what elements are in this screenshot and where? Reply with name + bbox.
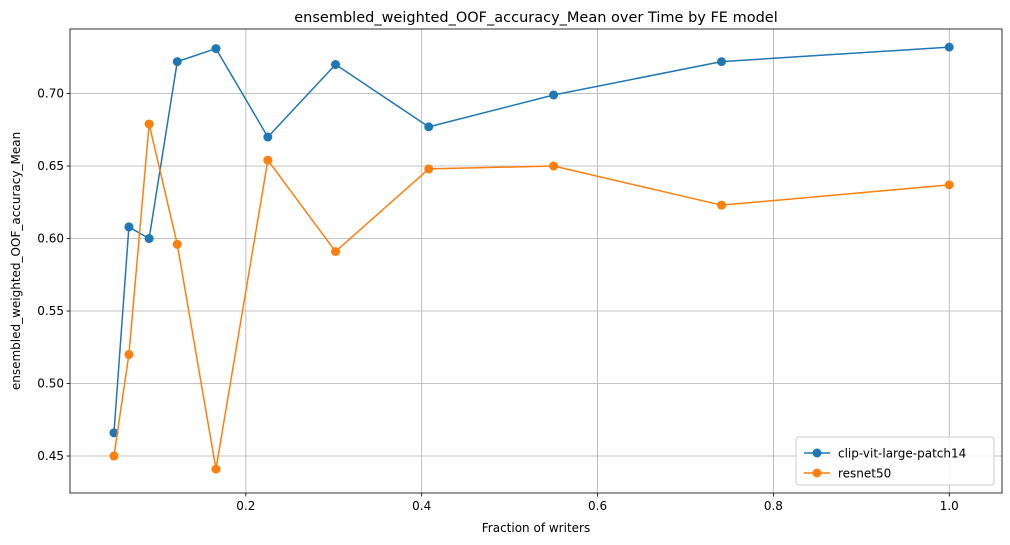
data-point [109, 428, 119, 438]
x-tick-label: 1.0 [940, 499, 959, 513]
legend-box [795, 436, 995, 486]
legend-entry: clip-vit-large-patch14 [804, 447, 966, 461]
y-tick-label: 0.60 [37, 232, 64, 246]
data-point [211, 464, 221, 474]
x-axis-label: Fraction of writers [482, 521, 590, 535]
data-point [263, 132, 273, 142]
plot-background [70, 29, 1002, 493]
data-point [172, 239, 182, 249]
plot-frame [69, 28, 1003, 494]
data-point [144, 119, 154, 129]
series-layer [109, 42, 954, 474]
x-tick-label: 0.2 [236, 499, 255, 513]
x-tick-label: 0.6 [588, 499, 607, 513]
y-tick-label: 0.45 [37, 449, 64, 463]
legend: clip-vit-large-patch14 resnet50 [795, 436, 995, 486]
y-axis-ticks: 0.45 0.50 0.55 0.60 0.65 0.70 [37, 87, 70, 463]
data-point [944, 180, 954, 190]
x-tick-label: 0.4 [412, 499, 431, 513]
y-tick-label: 0.50 [37, 377, 64, 391]
data-point [424, 164, 434, 174]
data-point [172, 57, 182, 67]
series-resnet50 [109, 119, 954, 474]
data-point [424, 122, 434, 132]
data-point [144, 234, 154, 244]
legend-marker [812, 448, 822, 458]
y-axis-label: ensembled_weighted_OOF_accuracy_Mean [9, 132, 23, 390]
data-point [549, 161, 559, 171]
y-tick-label: 0.65 [37, 159, 64, 173]
data-point [549, 90, 559, 100]
data-point [124, 350, 134, 360]
data-point [331, 60, 341, 70]
data-point [331, 247, 341, 257]
data-point [124, 222, 134, 232]
legend-label: clip-vit-large-patch14 [838, 447, 966, 461]
y-tick-label: 0.70 [37, 87, 64, 101]
data-point [717, 57, 727, 67]
x-tick-label: 0.8 [764, 499, 783, 513]
legend-marker [812, 468, 822, 478]
chart-title: ensembled_weighted_OOF_accuracy_Mean ove… [294, 10, 777, 26]
series-clip-vit-large-patch14 [109, 42, 954, 438]
data-point [109, 451, 119, 461]
x-axis-ticks: 0.2 0.4 0.6 0.8 1.0 [236, 493, 959, 513]
data-point [944, 42, 954, 52]
legend-label: resnet50 [838, 467, 891, 481]
legend-entry: resnet50 [804, 467, 891, 481]
data-point [211, 44, 221, 54]
data-point [263, 155, 273, 165]
y-tick-label: 0.55 [37, 304, 64, 318]
data-point [717, 200, 727, 210]
